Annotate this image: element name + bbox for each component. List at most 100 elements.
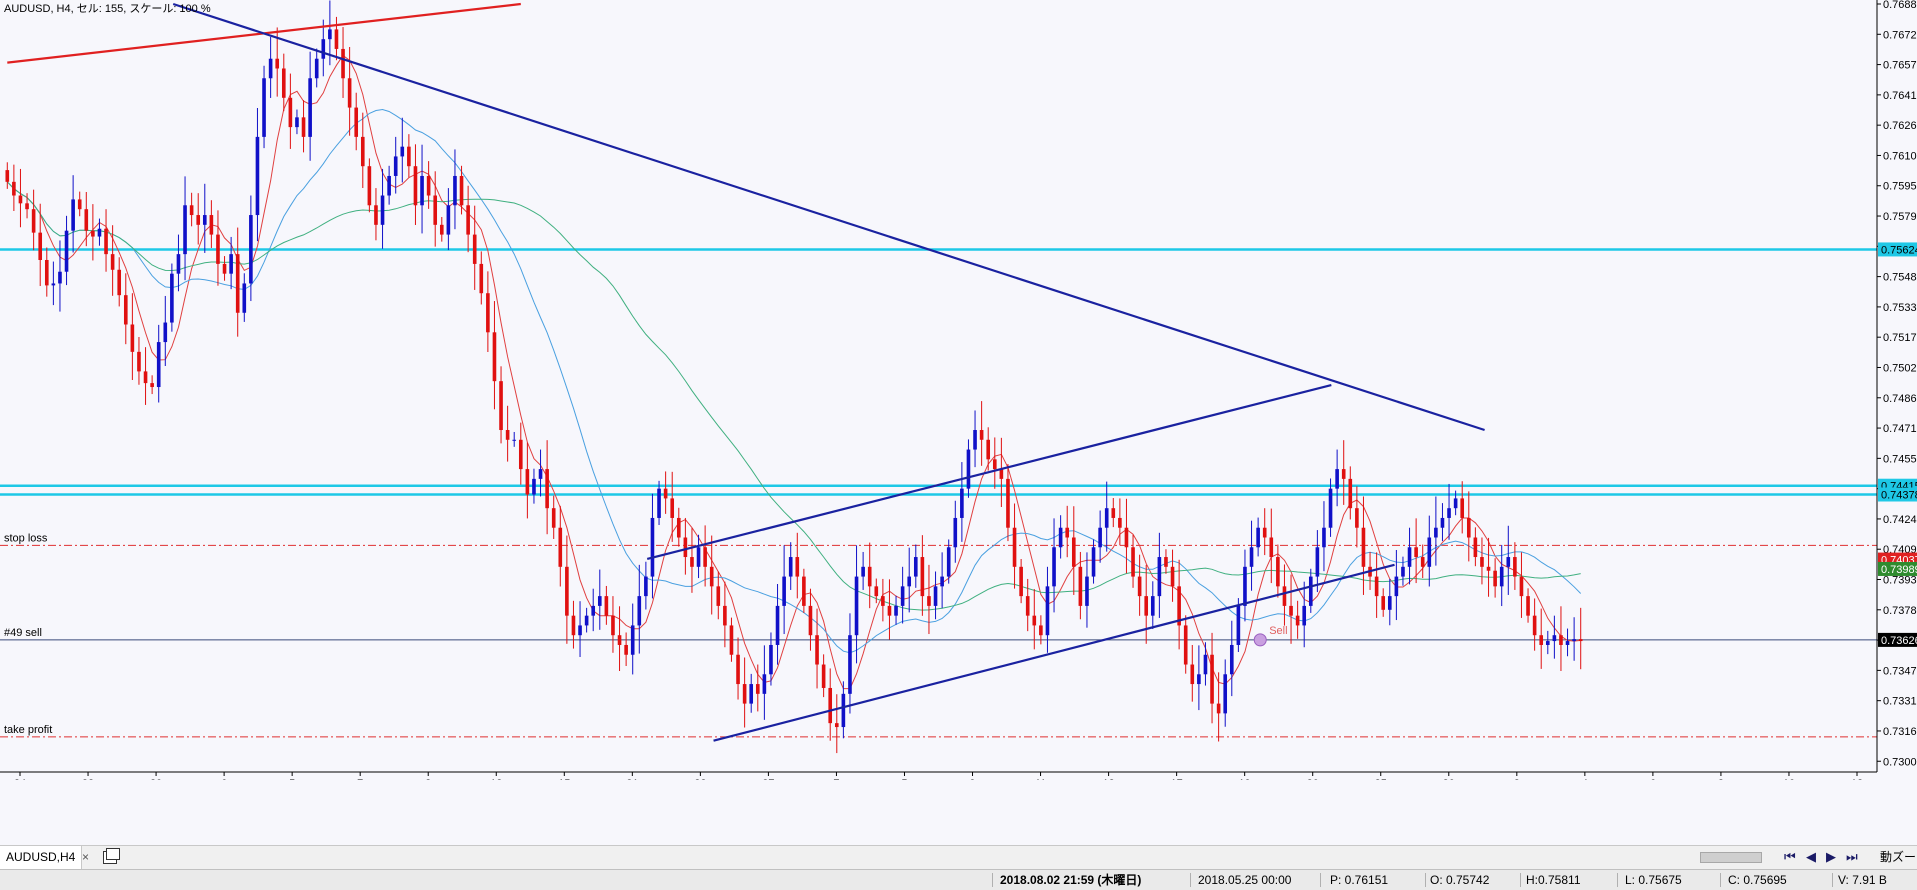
candle-body (334, 29, 339, 49)
candle-body (275, 58, 280, 69)
candle-body (1216, 703, 1221, 714)
candle-body (44, 260, 49, 286)
candle-body (123, 295, 128, 325)
candle-body (499, 381, 503, 431)
candle-body (486, 293, 490, 333)
trade-markers[interactable]: Sell (1253, 625, 1288, 647)
y-tick-label: 0.73005 (1883, 756, 1917, 768)
candle-body (1269, 537, 1274, 558)
auto-zoom-button[interactable]: 動ズー (1880, 850, 1917, 864)
candle-body (683, 537, 688, 558)
new-window-icon[interactable] (103, 848, 120, 864)
status-separator (1520, 873, 1521, 887)
candle-body (472, 234, 477, 264)
prev-bar-icon[interactable]: ◀ (1806, 849, 1816, 864)
candle-body (71, 199, 75, 231)
candle-body (578, 625, 582, 636)
candle-body (716, 586, 721, 606)
candle-body (64, 230, 69, 272)
candle-body (143, 371, 148, 384)
candle-body (196, 215, 201, 225)
chart-title: AUDUSD, H4, セル: 155, スケール: 100 % (4, 2, 211, 15)
candle-body (709, 566, 714, 587)
candle-body (1243, 566, 1247, 606)
candle-body (1006, 478, 1010, 528)
candle-body (1019, 566, 1023, 597)
x-tick-label: 6 (221, 778, 227, 780)
sell-marker[interactable] (1253, 633, 1267, 647)
tab-close-icon[interactable]: × (82, 850, 90, 864)
candle-body (769, 644, 773, 675)
trendlines[interactable] (7, 2, 1485, 742)
candle-body (551, 508, 556, 528)
candle-body (407, 146, 411, 167)
candle-body (512, 439, 517, 441)
candle-body (31, 209, 36, 233)
candle-body (1440, 517, 1445, 528)
candle-body (986, 439, 991, 460)
candle-body (788, 557, 793, 577)
candle-body (1025, 596, 1030, 616)
y-tick-label: 0.75485 (1883, 272, 1917, 284)
candle-body (249, 215, 253, 284)
candle-body (1427, 537, 1432, 567)
candle-body (1565, 641, 1570, 645)
candle-body (77, 199, 82, 210)
candle-body (1058, 527, 1063, 548)
candle-body (1552, 635, 1557, 642)
candle-body (1124, 527, 1129, 548)
candle-body (782, 576, 786, 606)
first-bar-icon[interactable]: ⏮ (1784, 849, 1796, 864)
candle-body (1223, 674, 1228, 714)
trendline[interactable] (646, 384, 1332, 561)
candle-body (1164, 557, 1168, 567)
trendline[interactable] (172, 2, 1485, 432)
candle-body (1302, 605, 1307, 626)
x-tick-label: 22 (694, 778, 706, 780)
x-tick-label: 5 (901, 778, 907, 780)
candle-body (775, 605, 780, 645)
price-chart[interactable]: stop loss #49 sell take profit Sell 0.7688… (0, 0, 1917, 780)
candle-body (1341, 469, 1346, 479)
x-tick-label: 19 (1239, 778, 1251, 780)
x-tick-label: 8 (1718, 778, 1724, 780)
candle-body (650, 517, 655, 577)
candle-body (400, 146, 405, 157)
candle-body (558, 527, 563, 567)
candle-body (1137, 576, 1142, 597)
candle-body (545, 469, 549, 509)
candle-body (755, 684, 760, 694)
candle-body (1091, 547, 1096, 577)
candle-body (163, 322, 168, 343)
trendline[interactable] (713, 563, 1395, 742)
price-badge (1878, 242, 1917, 257)
chart-tab[interactable]: AUDUSD,H4 (0, 846, 83, 869)
level-label: take profit (4, 724, 52, 736)
next-bar-icon[interactable]: ▶ (1826, 849, 1836, 864)
candle-body (58, 271, 62, 284)
horizontal-scrollbar[interactable] (1700, 852, 1762, 863)
candle-body (1032, 615, 1037, 626)
candle-body (235, 254, 240, 313)
candle-body (525, 469, 530, 495)
candle-body (992, 459, 997, 470)
price-badge (1878, 632, 1917, 647)
candle-body (617, 635, 622, 645)
last-bar-icon[interactable]: ⏭ (1846, 849, 1858, 864)
candle-body (736, 654, 740, 685)
candle-body (960, 488, 964, 518)
candle-body (367, 166, 372, 206)
candle-body (1328, 488, 1333, 528)
candle-body (117, 269, 122, 296)
status-open: O: 0.75742 (1430, 873, 1490, 887)
candle-body (1229, 644, 1234, 675)
candle-body (538, 469, 543, 479)
chart-svg[interactable]: stop loss #49 sell take profit Sell 0.7688… (0, 0, 1917, 780)
candle-body (262, 78, 266, 137)
candle-body (907, 576, 912, 587)
